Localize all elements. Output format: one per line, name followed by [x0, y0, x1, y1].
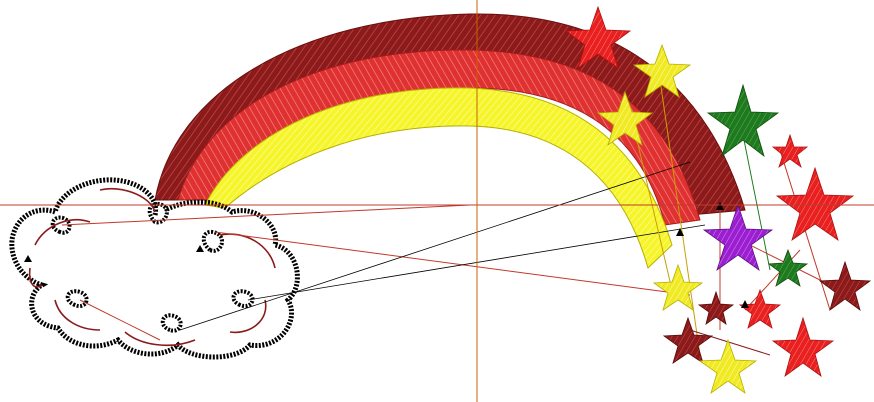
star-purple[interactable]	[702, 203, 774, 272]
star-red[interactable]	[771, 316, 835, 377]
star-yellow[interactable]	[652, 263, 704, 311]
cloud-loop	[50, 215, 72, 235]
cloud-loop	[231, 289, 255, 309]
star-dark-red[interactable]	[697, 290, 735, 325]
stars[interactable]	[564, 5, 872, 394]
star-green[interactable]	[706, 83, 780, 158]
star-dark-red[interactable]	[662, 316, 714, 364]
cloud-loop	[201, 229, 224, 253]
star-green[interactable]	[767, 248, 809, 287]
star-dark-red[interactable]	[818, 260, 872, 312]
stitch-markers	[24, 202, 749, 308]
star-red[interactable]	[738, 288, 782, 329]
star-red[interactable]	[564, 5, 632, 69]
star-red[interactable]	[775, 166, 855, 241]
star-yellow[interactable]	[596, 90, 654, 146]
cloud[interactable]	[9, 177, 300, 360]
star-red[interactable]	[771, 133, 809, 169]
star-yellow[interactable]	[632, 43, 692, 98]
cloud-outline[interactable]	[9, 177, 300, 360]
rainbow-band-yellow[interactable]	[204, 87, 673, 269]
cloud-loop	[65, 289, 89, 309]
cloud-underlay	[28, 188, 276, 347]
rainbow[interactable]	[154, 13, 746, 269]
star-yellow[interactable]	[698, 338, 758, 394]
cloud-loop	[160, 313, 183, 333]
